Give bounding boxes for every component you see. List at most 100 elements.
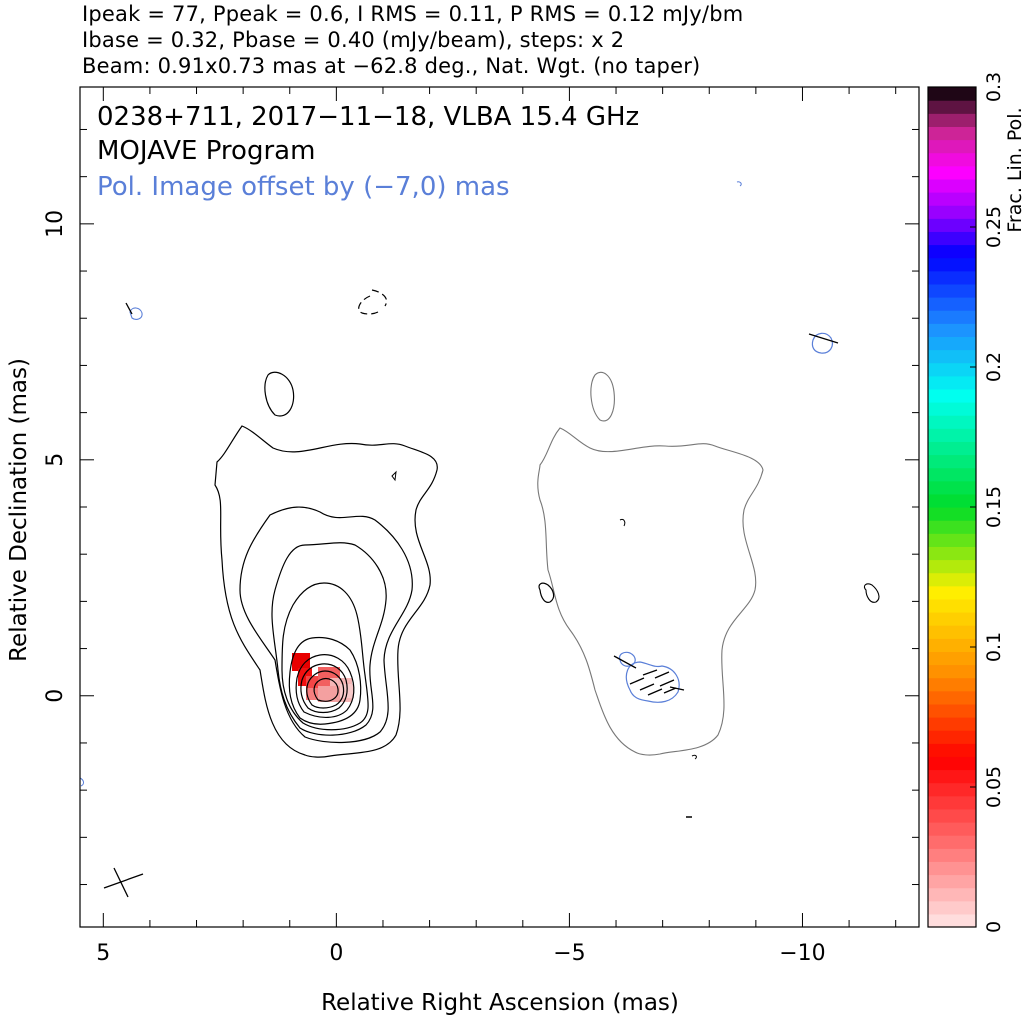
colorbar-step <box>928 283 976 298</box>
contour-blob <box>691 754 697 760</box>
colorbar-step <box>928 113 976 127</box>
contour-blob <box>264 371 295 417</box>
colorbar-step <box>928 533 976 547</box>
colorbar-step <box>928 205 976 219</box>
colorbar-step <box>928 493 976 508</box>
evpa-tick <box>629 677 645 685</box>
total-intensity-contour-7 <box>300 663 348 714</box>
colorbar-step <box>928 270 976 285</box>
pol-intensity-contour <box>79 777 84 787</box>
colorbar-step <box>928 782 976 797</box>
evpa-tick <box>808 333 839 344</box>
colorbar-step <box>928 336 976 351</box>
colorbar-tick-label: 0.1 <box>983 632 1005 662</box>
y-tick-label: 5 <box>43 453 68 467</box>
colorbar-step <box>928 651 976 666</box>
colorbar-step <box>928 165 976 180</box>
colorbar-step <box>928 835 976 849</box>
colorbar: 0 0.05 0.1 0.15 0.2 0.25 0.3 <box>927 72 1005 933</box>
total-intensity-contour-8 <box>306 670 345 709</box>
colorbar-step <box>928 402 976 416</box>
beam-minor-axis <box>113 867 129 898</box>
plot-layer: 5 0 −5 −10 0 5 10 <box>43 86 920 966</box>
pol-intensity-contour <box>811 332 833 354</box>
pol-intensity-contour <box>129 307 143 320</box>
total-intensity-contour-4 <box>281 582 369 731</box>
header-line-2: Ibase = 0.32, Pbase = 0.40 (mJy/beam), s… <box>82 28 625 52</box>
colorbar-step <box>928 769 976 784</box>
colorbar-step <box>928 126 976 141</box>
colorbar-step <box>928 323 976 337</box>
y-tick-label: 10 <box>43 210 68 238</box>
frac-pol-pixel <box>292 653 310 671</box>
colorbar-step <box>928 507 976 521</box>
total-intensity-contour-5 <box>288 636 362 725</box>
colorbar-step <box>928 244 976 259</box>
colorbar-step <box>928 887 976 902</box>
colorbar-step <box>928 808 976 823</box>
colorbar-step <box>928 297 976 311</box>
colorbar-step <box>928 874 976 889</box>
colorbar-step <box>928 467 976 482</box>
beam-major-axis <box>103 873 144 889</box>
evpa-tick <box>613 655 637 669</box>
x-axis-title: Relative Right Ascension (mas) <box>321 990 679 1016</box>
pol-intensity-contour <box>736 181 742 187</box>
contour-blob <box>391 470 397 482</box>
evpa-tick <box>654 671 670 679</box>
evpa-tick <box>125 302 133 315</box>
colorbar-step <box>928 612 976 626</box>
colorbar-label: Frac. Lin. Pol. <box>1004 107 1026 232</box>
colorbar-step <box>928 388 976 403</box>
header-line-1: Ipeak = 77, Ppeak = 0.6, I RMS = 0.11, P… <box>82 2 744 26</box>
colorbar-step <box>928 703 976 718</box>
plot-title-line-2: MOJAVE Program <box>97 136 316 166</box>
colorbar-tick-label: 0 <box>983 921 1005 933</box>
colorbar-step <box>928 139 976 154</box>
colorbar-step <box>928 441 976 456</box>
plot-title-line-1: 0238+711, 2017−11−18, VLBA 15.4 GHz <box>97 102 640 132</box>
colorbar-step <box>928 192 976 206</box>
colorbar-tick-label: 0.3 <box>983 72 1005 102</box>
contour-blob <box>538 582 555 603</box>
colorbar-step <box>928 756 976 771</box>
colorbar-step <box>928 480 976 495</box>
colorbar-step <box>928 848 976 862</box>
negative-contour <box>358 289 388 315</box>
header-line-3: Beam: 0.91x0.73 mas at −62.8 deg., Nat. … <box>82 54 701 78</box>
x-tick-label: 0 <box>329 941 343 966</box>
x-tick-label: −10 <box>779 941 825 966</box>
x-tick-label: −5 <box>553 941 585 966</box>
colorbar-step <box>928 664 976 679</box>
colorbar-step <box>928 900 976 915</box>
colorbar-step <box>928 520 976 534</box>
total-intensity-contour-1 <box>214 425 438 758</box>
colorbar-step <box>928 625 976 639</box>
colorbar-step <box>928 218 976 232</box>
colorbar-step <box>928 349 976 364</box>
colorbar-step <box>928 454 976 469</box>
colorbar-step <box>928 375 976 390</box>
colorbar-step <box>928 690 976 705</box>
evpa-tick <box>669 686 685 691</box>
colorbar-step <box>928 822 976 836</box>
evpa-tick <box>663 687 677 694</box>
colorbar-step <box>928 178 976 193</box>
total-intensity-contour-6 <box>295 654 355 718</box>
colorbar-step <box>928 428 976 442</box>
colorbar-tick-label: 0.2 <box>983 352 1005 382</box>
colorbar-step <box>928 152 976 167</box>
y-axis-title: Relative Declination (mas) <box>6 358 32 662</box>
colorbar-step <box>928 572 976 587</box>
colorbar-step <box>928 638 976 652</box>
colorbar-step <box>928 598 976 613</box>
colorbar-step <box>928 257 976 272</box>
colorbar-step <box>928 861 976 876</box>
y-tick-label: 0 <box>43 689 68 703</box>
x-tick-label: 5 <box>96 941 110 966</box>
evpa-tick <box>642 669 658 676</box>
evpa-tick <box>659 679 675 687</box>
total-intensity-contour-2 <box>239 506 413 744</box>
evpa-tick <box>639 683 655 691</box>
